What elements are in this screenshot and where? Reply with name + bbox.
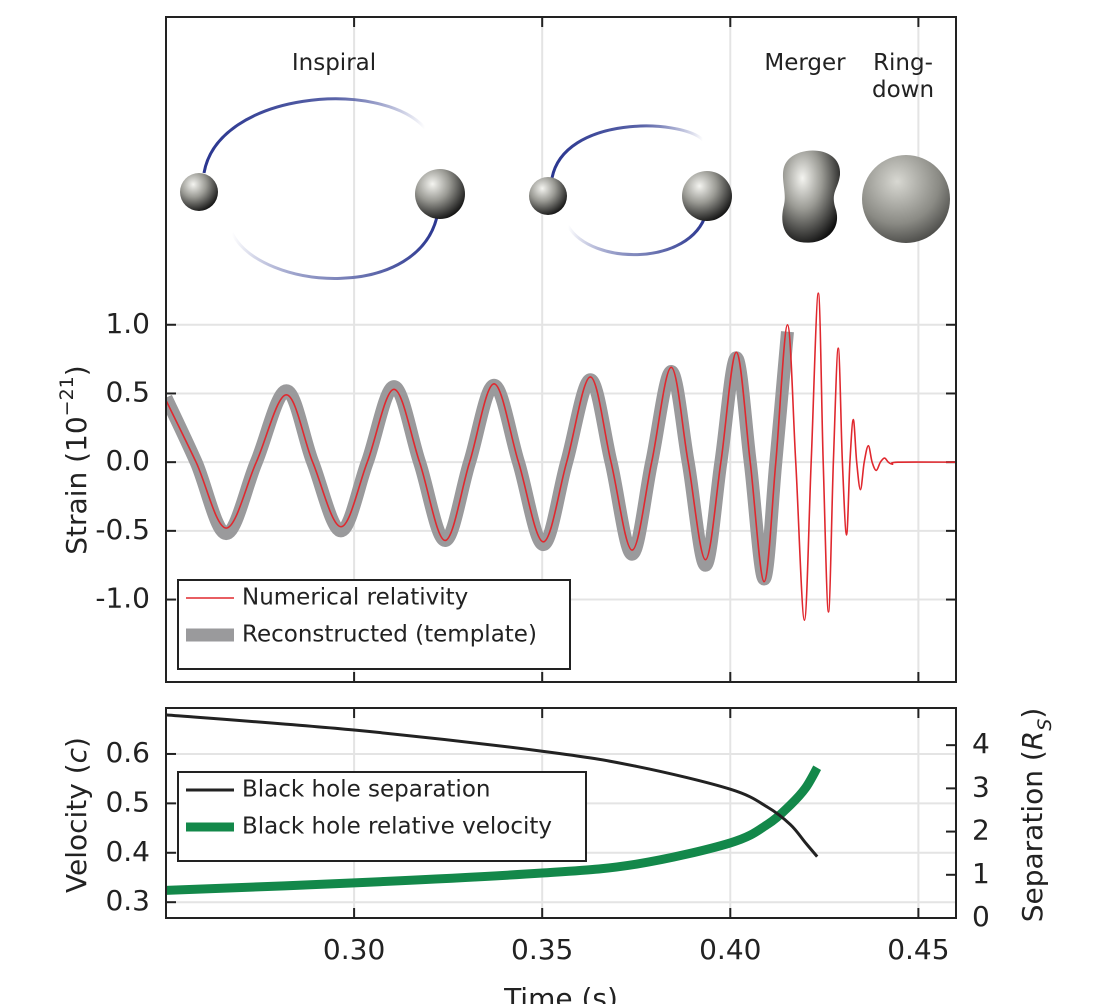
- x-axis-label: Time (s): [503, 982, 618, 1004]
- legend-label: Black hole relative velocity: [242, 814, 552, 840]
- label-part: S: [1034, 719, 1056, 731]
- annotation: Inspiral: [292, 50, 376, 76]
- series-line: [166, 292, 956, 621]
- y-axis-label: Strain (10−21): [56, 365, 94, 554]
- y2-tick-label: 3: [972, 770, 990, 803]
- y2-axis-label: Separation (RS): [1016, 708, 1056, 923]
- final-black-hole: [862, 155, 950, 243]
- series-layer: [166, 292, 956, 621]
- black-hole: [180, 173, 218, 211]
- label-part: ): [60, 365, 93, 376]
- y-tick-label: 1.0: [105, 307, 150, 340]
- y-tick-label: 0.5: [105, 785, 150, 818]
- orbit-arc: [550, 124, 705, 179]
- orbit-arc: [202, 97, 427, 174]
- label-part: Separation (: [1016, 750, 1049, 922]
- label-part: ): [1016, 708, 1049, 719]
- y2-tick-label: 2: [972, 814, 990, 847]
- x-tick-label: 0.35: [511, 933, 573, 966]
- y-tick-label: -0.5: [95, 513, 150, 546]
- plot-frame: [165, 707, 957, 919]
- y2-tick-label: 4: [972, 727, 990, 760]
- y-tick-label: 0.4: [105, 835, 150, 868]
- annotation: Ring-: [873, 50, 933, 76]
- y-tick-label: -1.0: [95, 582, 150, 615]
- y-tick-label: 0.0: [105, 444, 150, 477]
- illustration: Inspiral Merger Ring- down: [180, 50, 950, 280]
- y-tick-label: 0.3: [105, 884, 150, 917]
- y2-tick-label: 1: [972, 857, 990, 890]
- series-line: [166, 765, 822, 895]
- annotation: Merger: [764, 50, 846, 76]
- annotation: down: [872, 77, 934, 103]
- label-part: −21: [56, 376, 78, 416]
- series-layer: [166, 713, 822, 895]
- legend-label: Numerical relativity: [242, 585, 468, 611]
- label-part: Strain (10: [60, 416, 93, 554]
- label-part: ): [60, 737, 93, 748]
- legend-box: [177, 771, 587, 862]
- black-hole: [415, 169, 465, 219]
- legend-label: Reconstructed (template): [242, 622, 537, 648]
- x-tick-label: 0.45: [887, 933, 949, 966]
- y-axis-label: Velocity (c): [60, 737, 93, 893]
- label-part: Velocity (: [60, 763, 93, 893]
- legend-box: [177, 579, 571, 670]
- black-hole: [682, 171, 732, 221]
- legend: Black hole separation Black hole relative…: [177, 771, 587, 862]
- orbit-arc: [566, 213, 708, 257]
- legend-label: Black hole separation: [242, 777, 490, 803]
- y-tick-label: 0.6: [105, 736, 150, 769]
- orbit-arc: [230, 211, 440, 280]
- label-part: c: [60, 747, 93, 763]
- y2-tick-label: 0: [972, 900, 990, 933]
- black-hole: [529, 177, 567, 215]
- x-tick-label: 0.40: [699, 933, 761, 966]
- plot-frame: [165, 16, 957, 683]
- series-line: [166, 713, 819, 858]
- legend: Numerical relativity Reconstructed (templ…: [177, 579, 571, 670]
- y-tick-label: 0.5: [105, 375, 150, 408]
- x-tick-label: 0.30: [323, 933, 385, 966]
- label-part: R: [1016, 731, 1049, 750]
- merger-blob: [782, 150, 841, 243]
